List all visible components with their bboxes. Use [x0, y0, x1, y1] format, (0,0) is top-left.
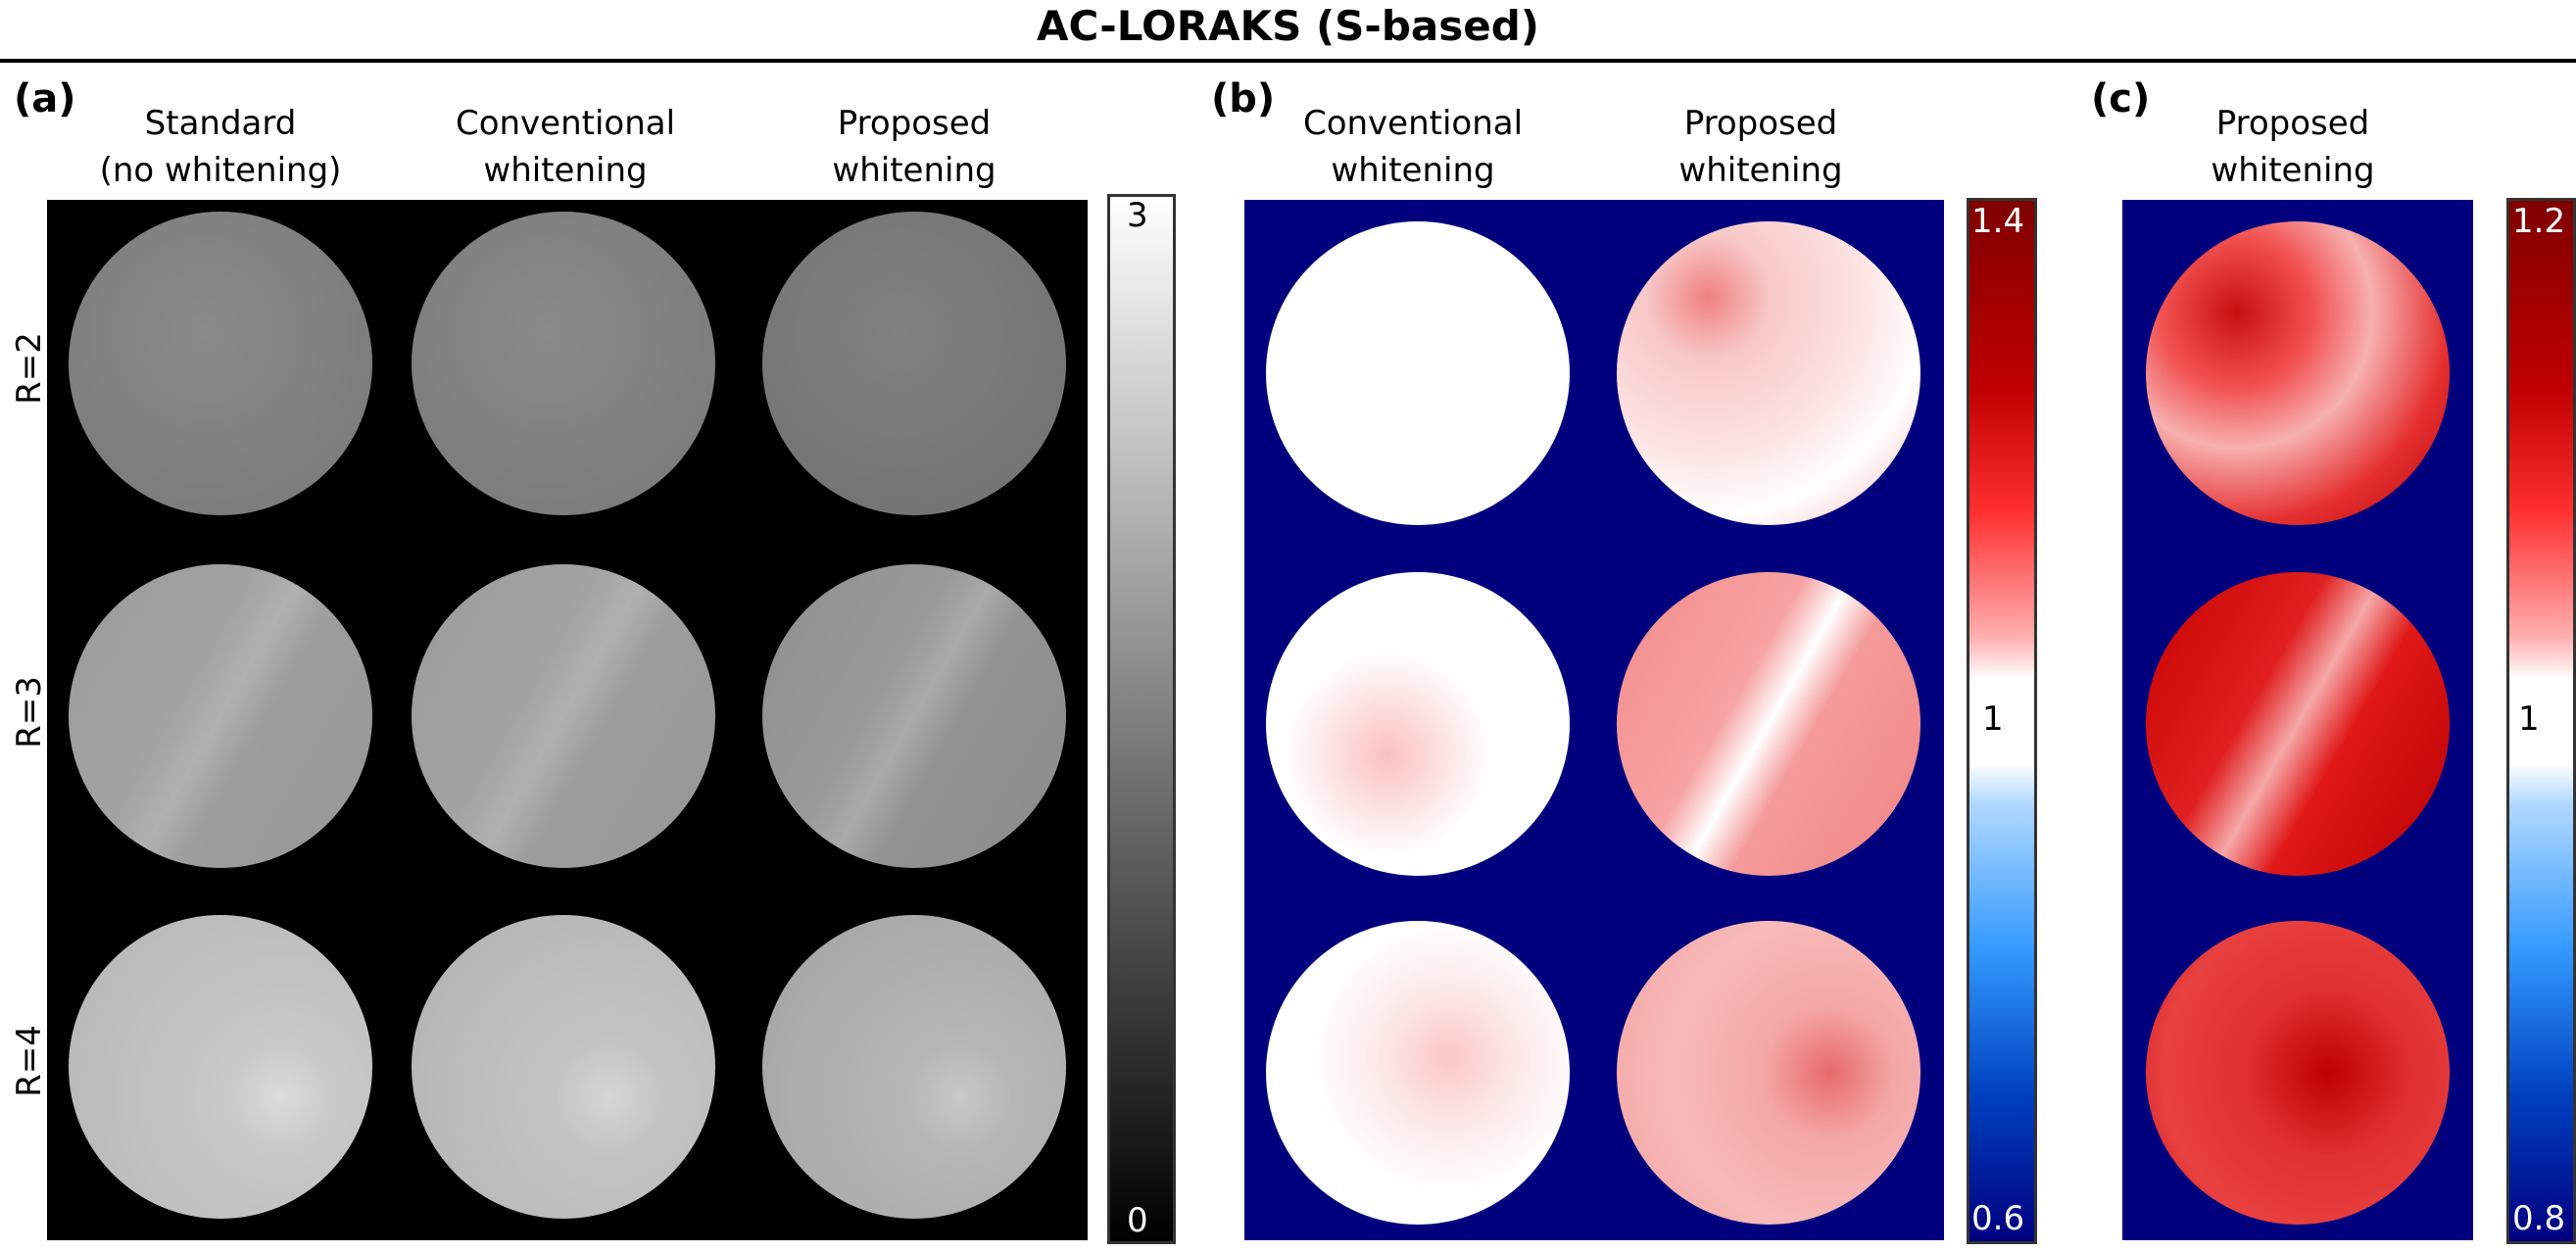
phantom-disk [762, 915, 1066, 1219]
colorbar-b-max: 1.4 [1971, 202, 2025, 241]
column-header-line1: Conventional [455, 104, 676, 143]
panel-c-image [2122, 200, 2473, 1240]
column-header-line1: Standard [144, 104, 297, 143]
panel-label-c: (c) [2091, 76, 2151, 121]
phantom-disk [1266, 221, 1570, 525]
phantom-disk [412, 564, 715, 868]
column-header-line2: whitening [2211, 151, 2375, 190]
panel-b-image [1244, 200, 1944, 1240]
column-header-line1: Proposed [1683, 104, 1838, 143]
panel-label-a: (a) [14, 76, 76, 121]
phantom-disk [69, 564, 372, 868]
figure-title: AC-LORAKS (S-based) [1037, 2, 1539, 50]
phantom-disk [69, 212, 372, 515]
column-header-line2: (no whitening) [99, 151, 342, 190]
colorbar-c [2506, 198, 2576, 1244]
phantom-disk [412, 915, 715, 1219]
column-header-line2: whitening [1331, 151, 1495, 190]
panel-label-b: (b) [1211, 76, 1276, 121]
colorbar-a [1107, 194, 1176, 1244]
phantom-disk [2146, 221, 2450, 525]
colorbar-b-mid: 1 [1982, 699, 2004, 739]
column-header-conventional-a: Conventional whitening [404, 100, 727, 194]
phantom-disk [1266, 921, 1570, 1225]
column-header-line1: Proposed [837, 104, 992, 143]
column-header-line2: whitening [1678, 151, 1843, 190]
column-header-proposed-a: Proposed whitening [753, 100, 1076, 194]
title-divider [0, 59, 2576, 63]
row-label-r3: R=3 [10, 676, 49, 748]
colorbar-b [1967, 198, 2037, 1244]
colorbar-a-min: 0 [1127, 1201, 1148, 1240]
column-header-proposed-b: Proposed whitening [1599, 100, 1922, 194]
colorbar-a-max: 3 [1127, 196, 1148, 235]
column-header-proposed-c: Proposed whitening [2131, 100, 2454, 194]
phantom-disk [1617, 221, 1920, 525]
phantom-disk [1617, 921, 1920, 1225]
column-header-standard: Standard (no whitening) [59, 100, 382, 194]
phantom-disk [2146, 572, 2450, 876]
column-header-line2: whitening [483, 151, 648, 190]
colorbar-c-mid: 1 [2518, 699, 2540, 739]
phantom-disk [412, 212, 715, 515]
column-header-conventional-b: Conventional whitening [1251, 100, 1575, 194]
phantom-disk [762, 564, 1066, 868]
colorbar-b-min: 0.6 [1971, 1199, 2025, 1238]
colorbar-c-min: 0.8 [2512, 1199, 2566, 1238]
phantom-disk [1617, 572, 1920, 876]
phantom-disk [762, 212, 1066, 515]
column-header-line1: Conventional [1302, 104, 1524, 143]
panel-a-image [47, 200, 1088, 1240]
row-label-r4: R=4 [10, 1025, 49, 1097]
phantom-disk [1266, 572, 1570, 876]
phantom-disk [69, 915, 372, 1219]
column-header-line1: Proposed [2215, 104, 2370, 143]
phantom-disk [2146, 921, 2450, 1225]
colorbar-c-max: 1.2 [2512, 202, 2566, 241]
row-label-r2: R=2 [10, 332, 49, 405]
column-header-line2: whitening [832, 151, 996, 190]
